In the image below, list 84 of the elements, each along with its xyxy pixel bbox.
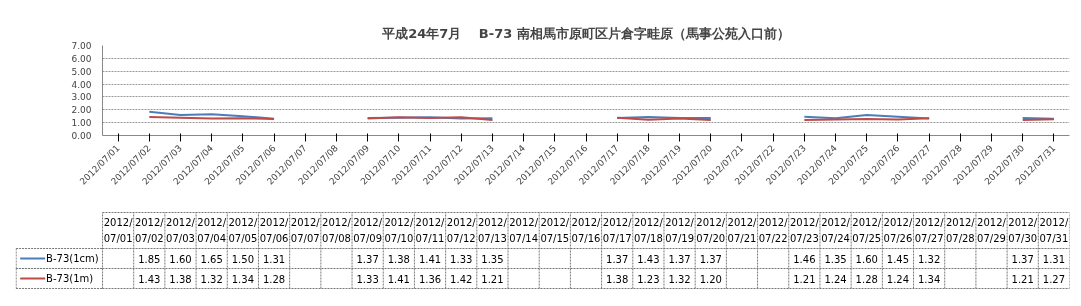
y-tick-label: 0.00: [71, 131, 92, 141]
category-label: 2012/07/18: [633, 217, 663, 244]
data-label: 1.28: [262, 273, 286, 285]
y-tick-label: 3.00: [71, 92, 92, 103]
data-label: 1.20: [699, 273, 722, 285]
data-label: 1.37: [1011, 253, 1034, 265]
category-label: 2012/07/31: [1039, 217, 1069, 244]
category-label: 2012/07/20: [696, 217, 726, 244]
category-label: 2012/07/10: [384, 217, 414, 244]
data-label: 1.32: [200, 273, 223, 285]
data-label: 1.31: [262, 253, 286, 265]
data-label: 1.43: [637, 253, 660, 265]
category-label: 2012/07/09: [353, 217, 383, 244]
data-label: 1.33: [356, 273, 379, 285]
category-label: 2012/07/19: [665, 217, 694, 244]
data-label: 1.43: [138, 273, 161, 285]
chart-title: 平成24年7月 B-73 南相馬市原町区片倉字畦原（馬事公苑入口前）: [381, 25, 790, 41]
data-label: 1.36: [418, 273, 442, 285]
data-label: 1.23: [637, 273, 660, 285]
category-label: 2012/07/25: [852, 217, 882, 244]
category-label: 2012/07/06: [259, 217, 289, 244]
category-label: 2012/07/27: [914, 217, 944, 244]
category-label: 2012/07/28: [945, 217, 975, 244]
category-label: 2012/07/13: [478, 217, 507, 244]
y-tick-label: 4.00: [71, 79, 92, 90]
category-label: 2012/07/11: [415, 217, 445, 244]
y-tick-label: 5.00: [71, 66, 92, 77]
data-label: 1.34: [918, 273, 941, 285]
data-label: 1.35: [481, 253, 504, 265]
legend-label: B-73(1m): [46, 273, 94, 284]
category-label: 2012/07/23: [789, 217, 819, 244]
data-label: 1.24: [824, 273, 847, 285]
data-label: 1.32: [668, 273, 691, 285]
data-label: 1.46: [793, 253, 816, 265]
category-label: 2012/07/08: [322, 217, 351, 244]
data-label: 1.42: [450, 273, 473, 285]
data-label: 1.38: [387, 253, 410, 265]
y-tick-label: 7.00: [71, 41, 92, 51]
category-label: 2012/07/01: [103, 217, 133, 244]
category-label: 2012/07/05: [228, 217, 258, 244]
category-label: 2012/07/14: [509, 217, 539, 244]
category-label: 2012/07/04: [197, 217, 227, 244]
category-label: 2012/07/07: [290, 217, 320, 244]
category-label: 2012/07/24: [821, 217, 850, 244]
data-label: 1.37: [356, 253, 379, 265]
data-label: 1.27: [1042, 273, 1066, 285]
data-label: 1.60: [855, 253, 878, 265]
data-label: 1.60: [169, 253, 192, 265]
data-label: 1.21: [1011, 273, 1034, 285]
category-label: 2012/07/22: [758, 217, 788, 244]
data-label: 1.33: [450, 253, 473, 265]
data-label: 1.50: [231, 253, 254, 265]
data-label: 1.45: [886, 253, 910, 265]
data-label: 1.35: [824, 253, 847, 265]
category-label: 2012/07/02: [134, 217, 164, 244]
category-label: 2012/07/17: [602, 217, 632, 244]
data-label: 1.24: [886, 273, 910, 285]
category-label: 2012/07/12: [446, 217, 476, 244]
data-label: 1.38: [169, 273, 192, 285]
data-label: 1.21: [481, 273, 504, 285]
category-label: 2012/07/15: [540, 217, 570, 244]
data-label: 1.65: [200, 253, 223, 265]
y-tick-label: 1.00: [71, 118, 92, 129]
legend-label: B-73(1cm): [46, 253, 99, 264]
data-label: 1.37: [699, 253, 722, 265]
category-label: 2012/07/29: [977, 217, 1006, 244]
data-label: 1.32: [918, 253, 941, 265]
data-label: 1.31: [1042, 253, 1066, 265]
data-label: 1.41: [418, 253, 442, 265]
data-label: 1.21: [793, 273, 816, 285]
y-tick-label: 2.00: [71, 105, 92, 116]
data-label: 1.41: [387, 273, 410, 285]
data-label: 1.28: [855, 273, 878, 285]
y-tick-label: 6.00: [71, 53, 92, 64]
data-label: 1.34: [231, 273, 254, 285]
category-label: 2012/07/03: [166, 217, 195, 244]
category-label: 2012/07/30: [1008, 217, 1038, 244]
data-label: 1.38: [606, 273, 629, 285]
category-label: 2012/07/21: [727, 217, 757, 244]
data-label: 1.37: [668, 253, 691, 265]
data-label: 1.37: [606, 253, 629, 265]
category-label: 2012/07/16: [571, 217, 601, 244]
category-label: 2012/07/26: [883, 217, 913, 244]
data-label: 1.85: [138, 253, 161, 265]
